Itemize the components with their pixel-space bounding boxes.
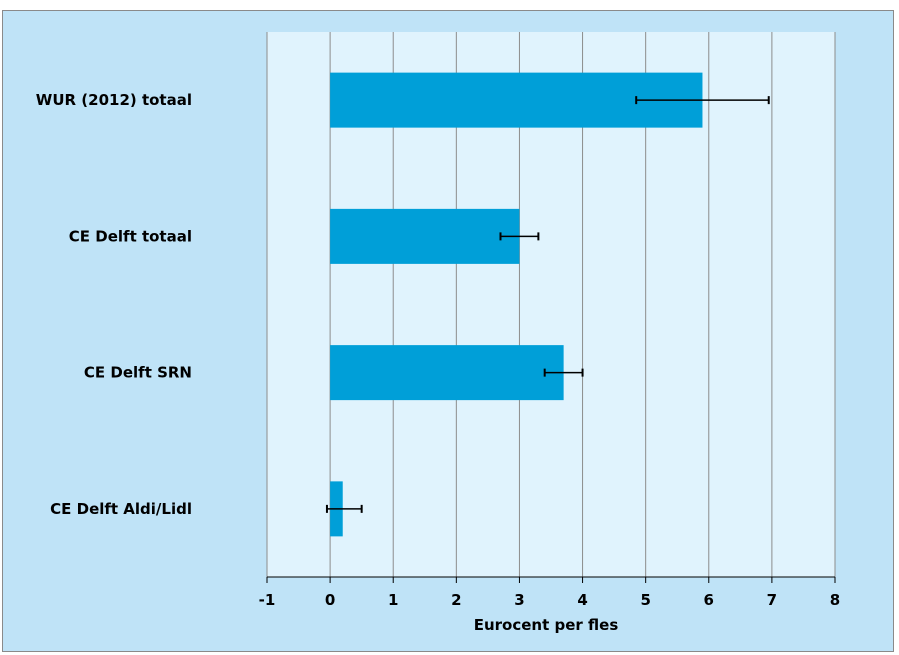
tick-label: 3: [514, 591, 524, 609]
category-label: CE Delft totaal: [69, 227, 192, 245]
tick-label: 6: [704, 591, 714, 609]
tick-label: 5: [640, 591, 650, 609]
category-label: WUR (2012) totaal: [36, 91, 192, 109]
tick-label: 4: [577, 591, 587, 609]
tick-label: 8: [830, 591, 840, 609]
tick-label: 1: [388, 591, 398, 609]
category-label: CE Delft SRN: [84, 364, 192, 382]
tick-label: -1: [259, 591, 276, 609]
x-axis-title: Eurocent per fles: [474, 616, 619, 634]
category-labels: WUR (2012) totaal CE Delft totaal CE Delft…: [36, 91, 192, 518]
error-bars: [325, 96, 770, 513]
tick-label: 0: [325, 591, 335, 609]
bar: [330, 208, 520, 264]
bar: [330, 345, 564, 401]
tick-label: 7: [767, 591, 777, 609]
x-axis-ticks: -1 0 1 2 3 4 5 6 7 8: [259, 577, 840, 609]
bars: [330, 72, 703, 537]
category-label: CE Delft Aldi/Lidl: [50, 500, 192, 518]
tick-label: 2: [451, 591, 461, 609]
